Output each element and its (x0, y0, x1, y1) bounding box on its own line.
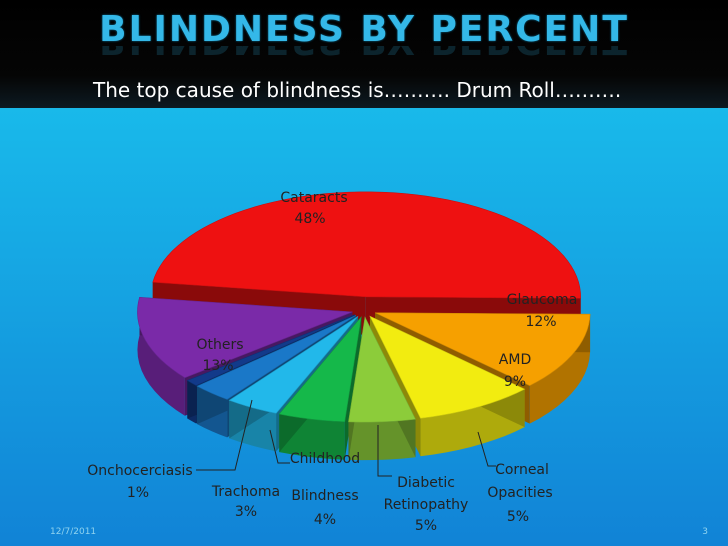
slice-others (137, 296, 353, 379)
slice-wall-others (137, 297, 185, 416)
slice-cataracts (152, 191, 581, 299)
label-oncho-name: Onchocerciasis (87, 463, 192, 479)
label-diabetic-name: Diabetic (397, 475, 455, 491)
label-glaucoma-name: Glaucoma (507, 292, 578, 308)
slice-corneal-opacities (348, 316, 416, 423)
slice-trachoma (196, 315, 357, 400)
label-cataracts-pct: 48% (294, 211, 325, 227)
label-oncho-pct: 1% (127, 485, 149, 501)
label-diabetic-pct: 5% (415, 518, 437, 534)
leader-lines (196, 399, 496, 477)
label-corneal-name: Corneal (495, 462, 549, 478)
leader-line-diabetic (377, 425, 392, 477)
label-others-pct: 13% (202, 358, 233, 374)
slice-amd (369, 315, 526, 419)
slice-diabetic-retinopathy (278, 315, 362, 423)
title-bar (0, 0, 728, 108)
slice-wall-corneal-opacities (348, 419, 416, 461)
slide-date: 12/7/2011 (50, 527, 97, 537)
label-others-name: Others (196, 337, 243, 353)
title-area: BLINDNESS BY PERCENT BLINDNESS BY PERCEN… (0, 9, 728, 61)
leader-line-oncho (196, 399, 253, 471)
slide-title: BLINDNESS BY PERCENT (99, 9, 629, 50)
slice-glaucoma (374, 312, 591, 387)
label-cataracts-name: Cataracts (280, 190, 347, 206)
label-corneal-line2: Opacities (487, 485, 552, 501)
label-childhood-line2: Blindness (291, 488, 358, 504)
leader-line-corneal (477, 431, 496, 467)
slice-wall-glaucoma (529, 314, 591, 424)
slide-subtitle: The top cause of blindness is………. Drum R… (93, 78, 622, 102)
slide-page-number: 3 (702, 527, 708, 537)
slice-labels: Cataracts 48% Glaucoma 12% AMD 9% Others… (87, 190, 577, 534)
label-glaucoma-pct: 12% (525, 314, 556, 330)
label-trachoma-name: Trachoma (211, 484, 280, 500)
label-childhood-pct: 4% (314, 512, 336, 528)
label-diabetic-line2: Retinopathy (384, 497, 469, 513)
label-amd-pct: 9% (504, 374, 526, 390)
label-corneal-pct: 5% (507, 509, 529, 525)
leader-line-childhood (269, 429, 290, 464)
slice-childhood-blindness (228, 316, 359, 414)
label-trachoma-pct: 3% (235, 504, 257, 520)
label-childhood-name: Childhood (290, 451, 360, 467)
label-amd-name: AMD (499, 352, 531, 368)
slice-onchocerciasis (186, 314, 356, 386)
pie-slices (137, 191, 591, 461)
